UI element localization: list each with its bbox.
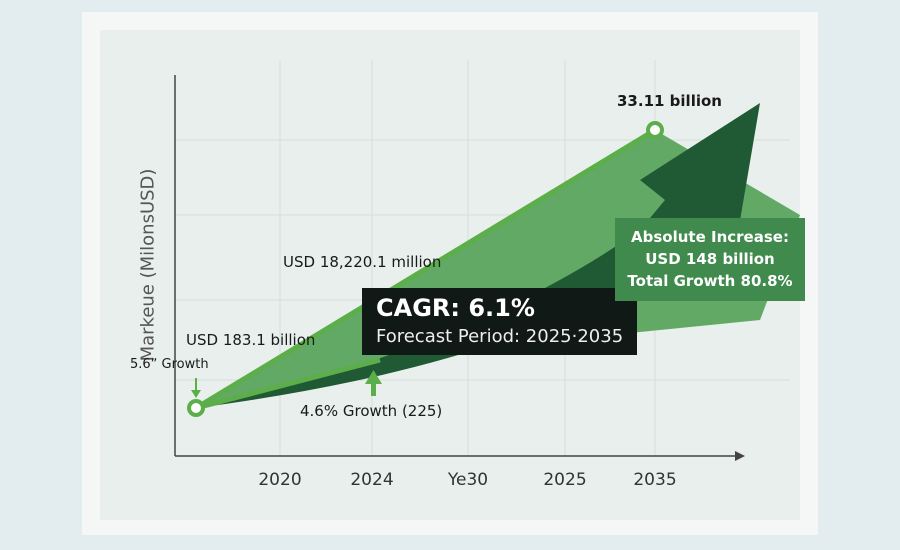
x-tick-label: 2020 — [258, 470, 302, 490]
y-axis-label: Markeue (MilonsUSD) — [137, 168, 159, 362]
down-arrow-icon — [191, 390, 201, 398]
cagr-box: CAGR: 6.1% Forecast Period: 2025·2035 — [362, 288, 638, 355]
start-value-label: USD 183.1 billion — [186, 331, 316, 349]
x-tick-label: 2035 — [633, 470, 677, 490]
up-arrow-stem — [371, 382, 376, 396]
data-point-start — [187, 399, 205, 417]
x-tick-label: 2024 — [350, 470, 394, 490]
series-line-lower — [195, 357, 381, 411]
x-axis-arrow-icon — [735, 451, 745, 461]
mid-value-label: USD 18,220.1 million — [283, 253, 442, 271]
absolute-increase-box: Absolute Increase: USD 148 billion Total… — [615, 218, 805, 301]
cagr-label: CAGR: 6.1% — [376, 294, 535, 322]
end-value-label: 33.11 billion — [617, 92, 722, 110]
x-tick-label: Ye30 — [447, 470, 489, 490]
forecast-period-label: Forecast Period: 2025·2035 — [376, 326, 624, 347]
start-growth-label: 5.6ˮ Growth — [130, 357, 209, 372]
x-tick-label: 2025 — [543, 470, 587, 490]
abs-growth: Total Growth 80.8% — [627, 272, 793, 290]
data-point-end — [646, 121, 664, 139]
growth-area — [196, 130, 800, 408]
abs-title: Absolute Increase: — [631, 228, 789, 246]
abs-value: USD 148 billion — [645, 250, 775, 268]
up-arrow-icon — [365, 370, 382, 384]
mid-growth-label: 4.6% Growth (225) — [300, 402, 443, 420]
series-line — [194, 127, 657, 411]
